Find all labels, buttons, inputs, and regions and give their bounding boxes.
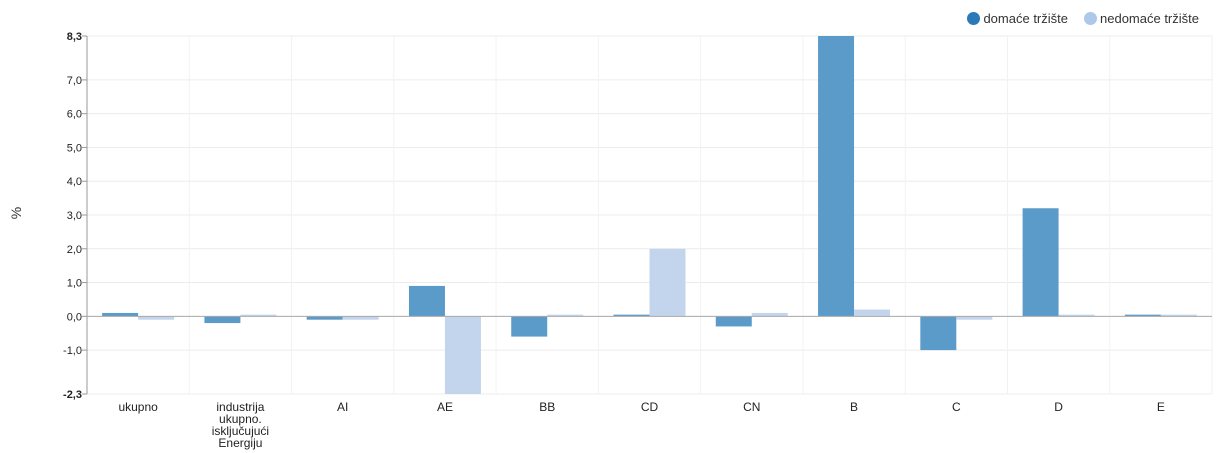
bar-nondomestic <box>138 316 175 320</box>
bar-nondomestic <box>649 248 686 317</box>
x-category-label: E <box>1157 400 1165 414</box>
x-category-label: AI <box>337 400 348 414</box>
bar-nondomestic <box>547 314 584 317</box>
bar-nondomestic <box>444 316 481 394</box>
bar-domestic <box>511 316 548 337</box>
bar-domestic <box>408 285 445 317</box>
legend-label-domestic: domaće tržište <box>983 11 1068 26</box>
bar-nondomestic <box>1058 314 1095 317</box>
x-category-label: ukupno <box>118 400 158 414</box>
legend-label-nondomestic: nedomaće tržište <box>1100 11 1199 26</box>
y-tick-label: 0,0 <box>67 311 82 323</box>
bar-domestic <box>204 316 241 324</box>
bar-domestic <box>306 316 343 320</box>
legend-swatch-nondomestic <box>1084 12 1097 25</box>
y-tick-label: 8,3 <box>67 31 82 43</box>
bar-domestic <box>613 314 650 317</box>
bar-nondomestic <box>1160 314 1197 317</box>
x-category-label: C <box>952 400 961 414</box>
legend-item-nondomestic[interactable]: nedomaće tržište <box>1084 11 1199 26</box>
y-tick-label: 6,0 <box>67 109 82 121</box>
x-category-label: industrija <box>216 400 264 414</box>
x-category-label: CD <box>641 400 659 414</box>
x-category-label: ukupno. <box>219 412 262 426</box>
chart-legend: domaće tržište nedomaće tržište <box>967 11 1199 26</box>
y-tick-label: 1,0 <box>67 278 82 290</box>
x-category-label: B <box>850 400 858 414</box>
y-tick-label: -1,0 <box>63 345 82 357</box>
bar-nondomestic <box>854 309 891 317</box>
x-category-label: isključujući <box>212 424 269 438</box>
legend-item-domestic[interactable]: domaće tržište <box>967 11 1068 26</box>
y-tick-label: 2,0 <box>67 244 82 256</box>
bar-domestic <box>1022 208 1059 317</box>
bar-domestic <box>1124 314 1161 317</box>
y-tick-label: 7,0 <box>67 75 82 87</box>
x-category-label: BB <box>539 400 555 414</box>
bar-domestic <box>715 316 752 327</box>
bar-domestic <box>102 312 139 317</box>
y-tick-label: 4,0 <box>67 176 82 188</box>
y-tick-label: 5,0 <box>67 142 82 154</box>
y-tick-label: 3,0 <box>67 210 82 222</box>
legend-swatch-domestic <box>967 12 981 25</box>
x-category-label: D <box>1054 400 1063 414</box>
bar-nondomestic <box>956 316 993 320</box>
bar-nondomestic <box>342 316 379 320</box>
x-category-label: CN <box>743 400 760 414</box>
bar-domestic <box>920 316 957 351</box>
bar-nondomestic <box>240 314 277 317</box>
bar-nondomestic <box>751 312 788 317</box>
bar-domestic <box>818 36 855 317</box>
x-category-label: AE <box>437 400 453 414</box>
x-category-label: Energiju <box>218 436 262 450</box>
y-tick-label: -2,3 <box>63 389 82 401</box>
